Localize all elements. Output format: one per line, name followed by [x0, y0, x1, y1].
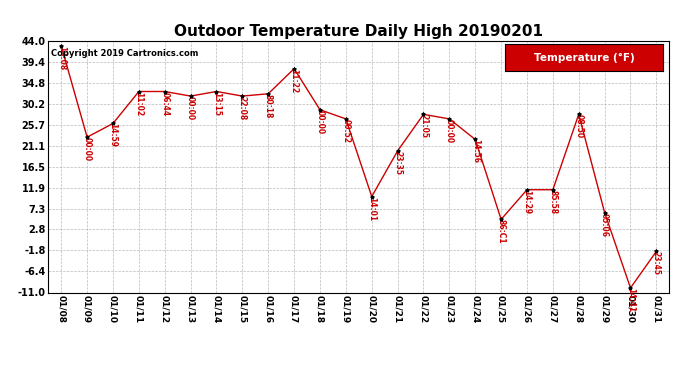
- Text: 11:22: 11:22: [290, 69, 299, 93]
- Point: [495, 216, 506, 222]
- Text: 85:58: 85:58: [549, 190, 558, 214]
- Text: 00:00: 00:00: [83, 137, 92, 161]
- Text: 23:45: 23:45: [652, 251, 661, 275]
- Text: 00:00: 00:00: [315, 110, 324, 134]
- Point: [444, 116, 455, 122]
- Text: Copyright 2019 Cartronics.com: Copyright 2019 Cartronics.com: [51, 49, 199, 58]
- Text: 13:15: 13:15: [212, 92, 221, 116]
- Point: [625, 285, 636, 291]
- Point: [81, 134, 92, 140]
- Point: [133, 88, 144, 94]
- Text: 14:41: 14:41: [626, 288, 635, 312]
- Point: [573, 111, 584, 117]
- Text: 22:08: 22:08: [238, 96, 247, 120]
- Text: 00:52: 00:52: [342, 119, 351, 143]
- Point: [288, 66, 299, 72]
- Point: [340, 116, 351, 122]
- Point: [237, 93, 248, 99]
- Point: [56, 43, 67, 49]
- Point: [159, 88, 170, 94]
- Text: 08:50: 08:50: [574, 114, 583, 138]
- Text: 23:35: 23:35: [393, 151, 402, 175]
- Text: 14:59: 14:59: [108, 123, 117, 147]
- Point: [522, 187, 533, 193]
- Text: 00:00: 00:00: [186, 96, 195, 120]
- Point: [599, 210, 610, 216]
- Text: 21:05: 21:05: [419, 114, 428, 138]
- Point: [211, 88, 222, 94]
- Text: 11:02: 11:02: [135, 92, 144, 116]
- Point: [185, 93, 196, 99]
- Point: [366, 194, 377, 200]
- Point: [263, 91, 274, 97]
- Point: [108, 120, 119, 126]
- Text: 06:44: 06:44: [160, 92, 169, 116]
- Text: 14:29: 14:29: [522, 190, 531, 214]
- Text: 86:C1: 86:C1: [497, 219, 506, 244]
- Point: [315, 107, 326, 113]
- Text: 00:00: 00:00: [445, 119, 454, 143]
- Point: [392, 148, 403, 154]
- Point: [418, 111, 429, 117]
- Text: 80:18: 80:18: [264, 94, 273, 118]
- Text: 13:08: 13:08: [57, 46, 66, 70]
- Text: 05:06: 05:06: [600, 213, 609, 237]
- Text: 14:56: 14:56: [471, 140, 480, 164]
- Point: [651, 248, 662, 254]
- Point: [547, 187, 558, 193]
- Point: [470, 136, 481, 142]
- Title: Outdoor Temperature Daily High 20190201: Outdoor Temperature Daily High 20190201: [175, 24, 543, 39]
- Text: 14:01: 14:01: [367, 196, 376, 221]
